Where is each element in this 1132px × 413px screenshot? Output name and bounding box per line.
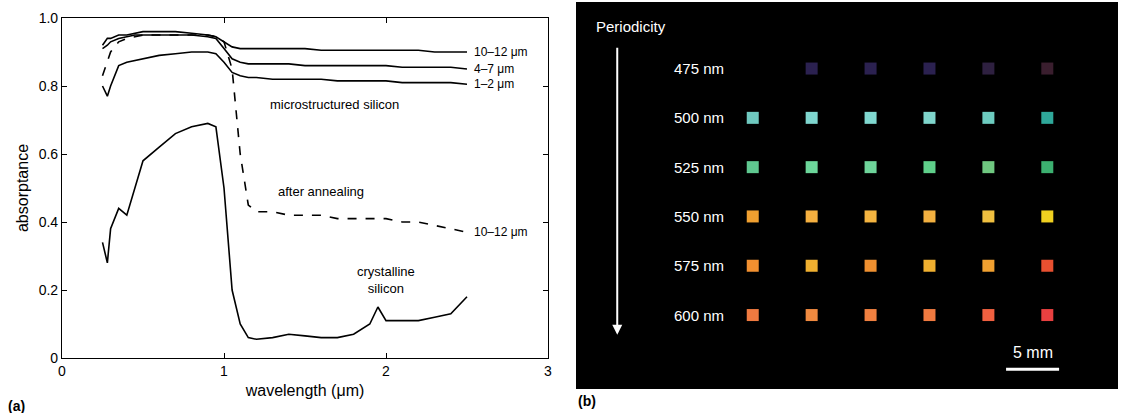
svg-text:0.4: 0.4	[39, 214, 59, 230]
svg-text:5 mm: 5 mm	[1013, 344, 1053, 361]
svg-text:525 nm: 525 nm	[674, 159, 724, 176]
svg-text:10–12 μm: 10–12 μm	[474, 45, 528, 59]
svg-text:1.0: 1.0	[39, 10, 59, 26]
svg-text:0: 0	[50, 350, 58, 366]
svg-text:4–7 μm: 4–7 μm	[474, 62, 514, 76]
svg-text:wavelength (μm): wavelength (μm)	[245, 382, 365, 399]
svg-text:10–12 μm: 10–12 μm	[474, 225, 528, 239]
svg-text:600 nm: 600 nm	[674, 307, 724, 324]
svg-text:475 nm: 475 nm	[674, 60, 724, 77]
svg-text:(a): (a)	[8, 398, 25, 413]
svg-text:1–2 μm: 1–2 μm	[474, 77, 514, 91]
svg-text:microstructured silicon: microstructured silicon	[270, 97, 399, 112]
svg-text:2: 2	[382, 363, 390, 379]
svg-text:absorptance: absorptance	[14, 144, 31, 232]
svg-text:0.6: 0.6	[39, 146, 59, 162]
svg-text:(b): (b)	[578, 393, 596, 409]
svg-text:0: 0	[58, 363, 66, 379]
svg-text:550 nm: 550 nm	[674, 208, 724, 225]
svg-text:575 nm: 575 nm	[674, 257, 724, 274]
svg-text:crystallinesilicon: crystallinesilicon	[357, 264, 415, 296]
svg-text:0.8: 0.8	[39, 78, 59, 94]
svg-text:500 nm: 500 nm	[674, 109, 724, 126]
svg-text:0.2: 0.2	[39, 282, 59, 298]
svg-text:Periodicity: Periodicity	[596, 18, 666, 35]
svg-text:3: 3	[544, 363, 552, 379]
svg-text:1: 1	[220, 363, 228, 379]
svg-text:after annealing: after annealing	[278, 184, 364, 199]
